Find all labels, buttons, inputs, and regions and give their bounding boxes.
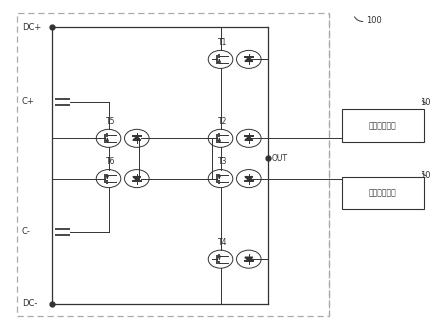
- Text: 10: 10: [420, 98, 430, 107]
- Text: T6: T6: [106, 157, 116, 166]
- Polygon shape: [245, 176, 253, 181]
- Text: 有源钳位电路: 有源钳位电路: [369, 188, 397, 198]
- Text: T2: T2: [218, 117, 227, 126]
- Polygon shape: [245, 136, 253, 140]
- Text: T5: T5: [106, 117, 116, 126]
- Text: T3: T3: [218, 157, 228, 166]
- Text: T4: T4: [218, 238, 228, 247]
- Bar: [342, 177, 424, 209]
- Polygon shape: [133, 176, 141, 181]
- Text: T1: T1: [218, 38, 227, 47]
- Text: DC+: DC+: [22, 23, 41, 32]
- Polygon shape: [245, 58, 253, 61]
- Bar: [342, 109, 424, 142]
- Text: 10: 10: [420, 171, 430, 180]
- Polygon shape: [133, 136, 141, 140]
- Text: C+: C+: [22, 98, 35, 106]
- Text: 100: 100: [366, 16, 382, 25]
- Text: 有源钳位电路: 有源钳位电路: [369, 121, 397, 130]
- Bar: [17, 13, 329, 316]
- Text: DC-: DC-: [22, 299, 37, 308]
- Text: OUT: OUT: [272, 154, 288, 163]
- Text: C-: C-: [22, 227, 31, 236]
- Polygon shape: [245, 257, 253, 261]
